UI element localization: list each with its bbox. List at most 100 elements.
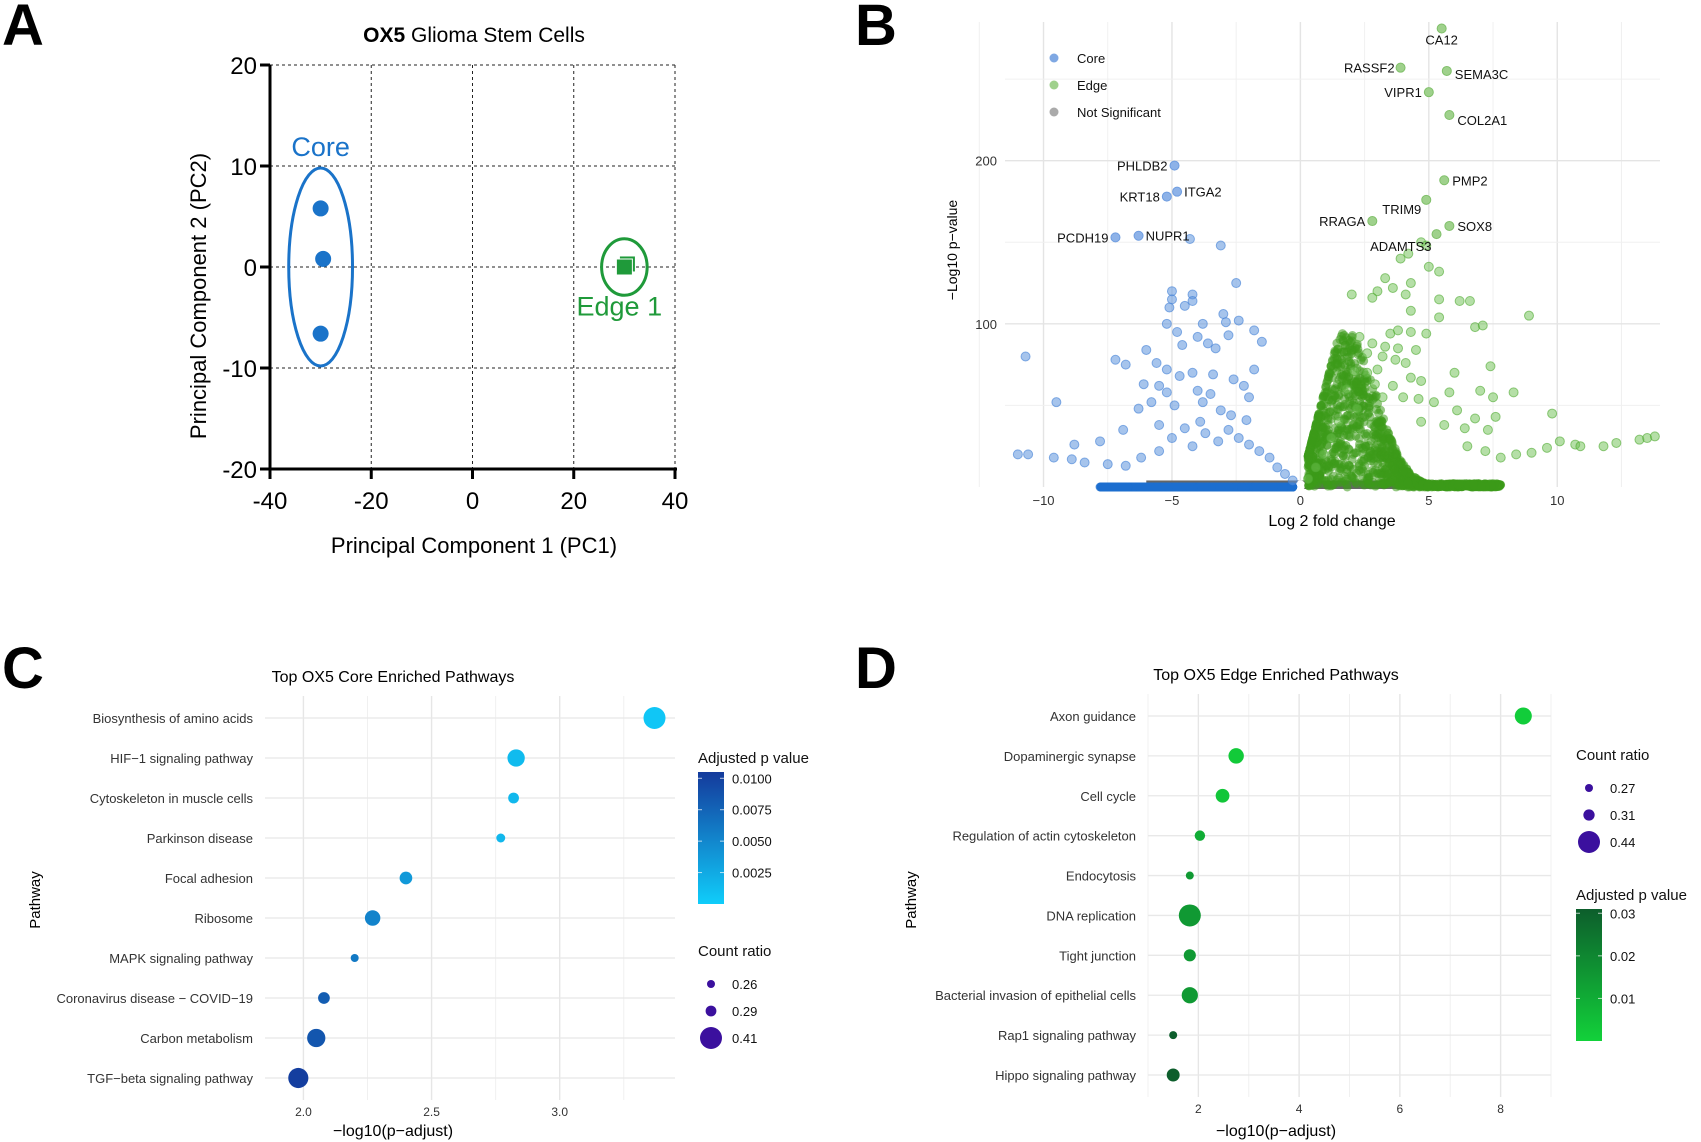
data-point-edge xyxy=(1462,441,1473,452)
data-point-core xyxy=(1238,380,1249,391)
color-legend-label: 0.02 xyxy=(1610,949,1635,964)
data-point-edge xyxy=(1416,375,1427,386)
panel-d-y-axis-label: Pathway xyxy=(903,871,920,929)
data-point-edge xyxy=(1387,461,1397,471)
x-tick-label: 40 xyxy=(662,488,689,515)
category-label: DNA replication xyxy=(1046,908,1136,923)
data-point-core xyxy=(1172,327,1183,337)
data-point-edge xyxy=(1398,392,1409,403)
data-point-edge xyxy=(1398,461,1408,471)
data-point-edge xyxy=(1323,375,1333,385)
y-tick-label: 0 xyxy=(244,255,257,282)
data-point-edge xyxy=(1475,385,1486,396)
data-point-edge xyxy=(1390,354,1401,365)
gene-label: CA12 xyxy=(1425,33,1458,48)
data-point-edge xyxy=(1468,479,1478,489)
data-point xyxy=(1178,904,1201,927)
panel-d-points xyxy=(1166,707,1532,1082)
data-point-core xyxy=(1154,380,1165,391)
data-point-edge xyxy=(1333,416,1344,427)
panel-b-x-axis-label: Log 2 fold change xyxy=(1268,513,1395,530)
data-point-core xyxy=(315,250,332,267)
data-point-core xyxy=(1187,296,1198,306)
gene-label: NUPR1 xyxy=(1146,229,1190,244)
panel-letter-d: D xyxy=(855,636,897,701)
panel-d-edge-pathways: Top OX5 Edge Enriched Pathways Axon guid… xyxy=(903,667,1687,1140)
gene-label: ITGA2 xyxy=(1184,185,1222,200)
data-point-edge xyxy=(1346,289,1357,300)
data-point-core xyxy=(1279,468,1290,479)
data-point-edge xyxy=(1434,312,1445,323)
category-label: Carbon metabolism xyxy=(140,1031,253,1046)
size-legend-label: 0.26 xyxy=(732,977,757,992)
x-tick-label: −5 xyxy=(1165,493,1180,508)
data-point-edge xyxy=(1421,328,1432,339)
data-point-edge xyxy=(1511,449,1522,460)
data-point-core xyxy=(1192,331,1203,342)
y-tick-label: -20 xyxy=(222,457,257,484)
data-point-core xyxy=(1166,286,1177,297)
data-point-edge xyxy=(1303,473,1314,484)
gene-label: PHLDB2 xyxy=(1117,159,1168,174)
data-point-core xyxy=(1256,336,1267,347)
data-point-edge xyxy=(1380,341,1391,352)
panel-b-ticks: −10 −5 0 5 10 100 200 xyxy=(975,154,1564,508)
data-point-core xyxy=(1174,371,1185,382)
data-point-edge xyxy=(1316,402,1326,412)
panel-d-title: Top OX5 Edge Enriched Pathways xyxy=(1153,667,1398,684)
data-point-edge xyxy=(1400,289,1411,300)
data-point xyxy=(1215,788,1230,803)
data-point-edge xyxy=(1348,449,1358,459)
data-point-edge xyxy=(1405,327,1416,337)
data-point xyxy=(496,833,506,843)
color-legend-label: 0.0025 xyxy=(732,866,772,881)
category-label: Biosynthesis of amino acids xyxy=(93,711,254,726)
x-tick-label: 3.0 xyxy=(551,1105,568,1119)
data-point xyxy=(1514,707,1532,725)
panel-a-title-rest: Glioma Stem Cells xyxy=(405,24,585,47)
data-point-core xyxy=(1110,354,1121,365)
data-point-core xyxy=(1169,400,1180,411)
data-point-core xyxy=(1166,433,1177,444)
data-point-core xyxy=(312,200,329,217)
gene-label: KRT18 xyxy=(1120,190,1160,205)
data-point-edge xyxy=(1351,378,1361,388)
panel-c-core-pathways: Top OX5 Core Enriched Pathways Biosynthe… xyxy=(27,669,809,1140)
panel-a-axes: -40 -20 0 20 40 -20 -10 0 10 20 xyxy=(222,53,688,515)
data-point-edge xyxy=(1405,372,1416,383)
data-point-core xyxy=(1226,410,1237,421)
x-tick-label: 2 xyxy=(1195,1102,1202,1116)
data-point-core xyxy=(1166,294,1177,305)
gene-label: RASSF2 xyxy=(1344,61,1395,76)
data-point-edge xyxy=(1314,422,1324,432)
panel-a-title-bold: OX5 xyxy=(363,24,405,47)
data-point-edge xyxy=(1459,423,1470,434)
color-legend-label: 0.01 xyxy=(1610,991,1635,1006)
gene-label: COL2A1 xyxy=(1457,113,1507,128)
panel-d-legend: Count ratio 0.27 0.31 0.44 Adjusted p value 0… xyxy=(1576,747,1687,1041)
data-point-edge xyxy=(1393,343,1403,354)
cluster-ellipse-edge xyxy=(600,237,649,297)
labeled-gene-point xyxy=(1436,23,1447,34)
data-point-core xyxy=(1192,385,1203,396)
data-point-edge xyxy=(1413,393,1424,404)
data-point-edge xyxy=(1395,253,1406,264)
data-point-edge xyxy=(1384,477,1394,487)
data-point-edge xyxy=(1377,422,1387,432)
x-tick-label: -40 xyxy=(253,488,288,515)
data-point-edge xyxy=(1337,370,1347,380)
color-legend-label: 0.0050 xyxy=(732,834,772,849)
x-tick-label: 2.0 xyxy=(295,1105,312,1119)
labeled-gene-point xyxy=(1110,232,1121,243)
gene-label: SOX8 xyxy=(1457,219,1492,234)
data-point-edge xyxy=(1490,411,1501,422)
labeled-gene-point xyxy=(1133,230,1144,241)
data-point-core xyxy=(1233,315,1244,326)
size-legend-label: 0.31 xyxy=(1610,808,1635,823)
data-point-core xyxy=(1249,364,1260,375)
data-point-edge xyxy=(1319,391,1329,401)
data-point-edge xyxy=(1393,325,1403,336)
color-bar xyxy=(698,772,724,904)
x-tick-label: 10 xyxy=(1550,493,1564,508)
data-point-core xyxy=(1206,482,1216,492)
